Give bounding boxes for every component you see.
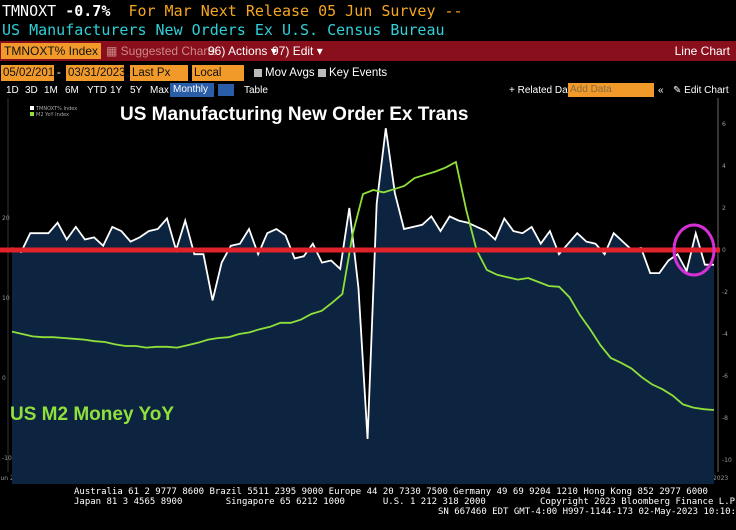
dropdown-arrow-icon: ▾ bbox=[316, 44, 323, 58]
period-max[interactable]: Max bbox=[150, 85, 169, 96]
right-tick-label: 6 bbox=[722, 121, 726, 128]
legend-swatch bbox=[30, 112, 34, 116]
checkbox-icon bbox=[254, 68, 262, 77]
x-tick-label: Mar 2023 bbox=[700, 475, 729, 482]
m2-series-annotation: US M2 Money YoY bbox=[10, 404, 174, 425]
collapse-icon[interactable]: « bbox=[658, 85, 664, 96]
right-tick-label: 4 bbox=[722, 163, 726, 170]
left-tick-label: 10 bbox=[2, 295, 10, 302]
line-style-icon[interactable] bbox=[218, 84, 234, 96]
period-6m[interactable]: 6M bbox=[65, 85, 79, 96]
right-tick-label: -10 bbox=[722, 457, 732, 464]
footer-line-3: SN 667460 EDT GMT-4:00 H997-1144-173 02-… bbox=[438, 507, 736, 517]
tmnoxt-area bbox=[12, 128, 714, 484]
security-description: US Manufacturers New Orders Ex U.S. Cens… bbox=[2, 21, 445, 39]
dropdown-arrow-icon: ▾ bbox=[270, 44, 277, 58]
left-tick-label: 0 bbox=[2, 375, 6, 382]
edit-menu[interactable]: 97) Edit ▾ bbox=[272, 44, 323, 58]
frequency-select[interactable]: Monthly ▾ bbox=[170, 83, 214, 109]
m2-yoy-line bbox=[11, 160, 715, 411]
chart-icon: ▦ bbox=[106, 44, 121, 58]
percent-change: -0.7% bbox=[65, 2, 111, 20]
checkbox-icon bbox=[318, 68, 326, 77]
period-1d[interactable]: 1D bbox=[6, 85, 19, 96]
right-tick-label: 0 bbox=[722, 247, 726, 254]
table-button[interactable]: Table bbox=[244, 85, 268, 96]
left-tick-label: -10 bbox=[2, 455, 12, 462]
chart-type-label: Line Chart bbox=[674, 44, 730, 58]
chart-grid bbox=[7, 98, 719, 472]
period-ytd[interactable]: YTD bbox=[87, 85, 107, 96]
end-date-input[interactable]: 03/31/2023 bbox=[66, 65, 126, 81]
period-1m[interactable]: 1M bbox=[44, 85, 58, 96]
period-bar: 1D 3D 1M 6M YTD 1Y 5Y Max Monthly ▾ Tabl… bbox=[0, 82, 736, 109]
legend-swatch bbox=[30, 106, 34, 110]
footer-line-1: Australia 61 2 9777 8600 Brazil 5511 239… bbox=[74, 487, 708, 497]
left-tick-label: 20 bbox=[2, 215, 10, 222]
period-3d[interactable]: 3D bbox=[25, 85, 38, 96]
footer-contacts: Australia 61 2 9777 8600 Brazil 5511 239… bbox=[0, 486, 736, 530]
period-1y[interactable]: 1Y bbox=[110, 85, 123, 96]
key-events-toggle[interactable]: Key Events bbox=[318, 65, 387, 81]
period-label: For Mar bbox=[128, 2, 192, 20]
right-tick-label: -4 bbox=[722, 331, 728, 338]
legend-entry: TMNOXT% Index bbox=[35, 106, 77, 112]
survey-label: Survey -- bbox=[381, 2, 463, 20]
price-field-select[interactable]: Last Px bbox=[130, 65, 188, 81]
legend-entry: M2 YoY Index bbox=[36, 112, 69, 118]
add-data-input[interactable]: Add Data bbox=[568, 83, 654, 97]
edit-chart-button[interactable]: ✎ Edit Chart bbox=[673, 85, 729, 96]
date-separator: - bbox=[57, 67, 61, 79]
start-date-input[interactable]: 05/02/2017 bbox=[1, 65, 61, 81]
next-release: Next Release 05 Jun bbox=[200, 2, 373, 20]
suggested-charts-button[interactable]: ▦ Suggested Charts bbox=[106, 44, 217, 58]
highlight-circle bbox=[672, 223, 716, 277]
mov-avgs-toggle[interactable]: Mov Avgs bbox=[254, 65, 315, 81]
related-data-button[interactable]: + Related Dat bbox=[509, 85, 571, 96]
right-tick-label: -2 bbox=[722, 289, 728, 296]
right-tick-label: 2 bbox=[722, 205, 726, 212]
right-tick-label: -6 bbox=[722, 373, 728, 380]
date-controls: 05/02/2017 - 03/31/2023 Last Px Local CC… bbox=[0, 64, 736, 95]
actions-menu[interactable]: 96) Actions ▾ bbox=[208, 44, 277, 58]
period-5y[interactable]: 5Y bbox=[130, 85, 143, 96]
ticker-header: TMNOXT -0.7% For Mar Next Release 05 Jun… bbox=[0, 0, 736, 22]
main-toolbar: TMNOXT% Index ▦ Suggested Charts 96) Act… bbox=[0, 41, 736, 61]
currency-select[interactable]: Local CCY bbox=[192, 65, 244, 95]
index-field[interactable]: TMNOXT% Index bbox=[1, 43, 101, 59]
ticker-symbol: TMNOXT bbox=[2, 2, 57, 20]
right-tick-label: -8 bbox=[722, 415, 728, 422]
chart-title-annotation: US Manufacturing New Order Ex Trans bbox=[120, 104, 469, 125]
footer-line-2: Japan 81 3 4565 8900 Singapore 65 6212 1… bbox=[74, 497, 736, 507]
tmnoxt-line bbox=[11, 128, 714, 440]
